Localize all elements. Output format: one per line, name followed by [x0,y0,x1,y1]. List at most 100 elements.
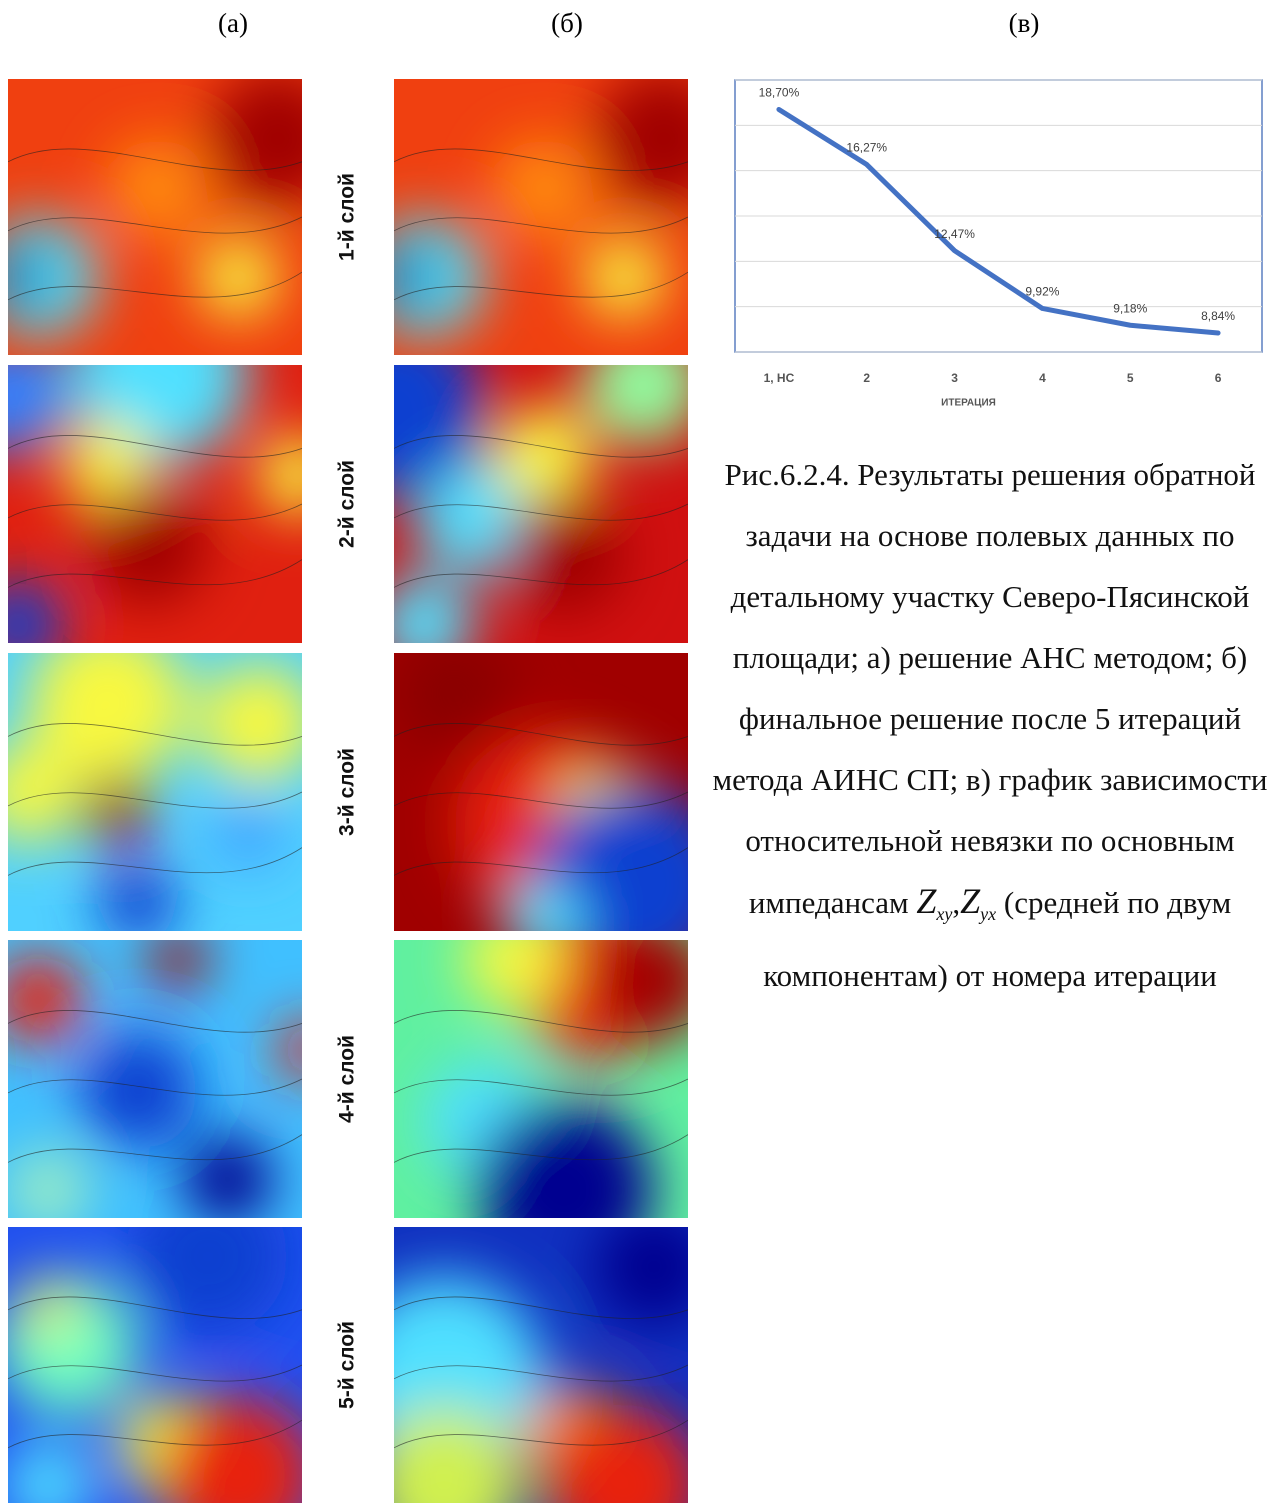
map-blob [584,237,664,318]
map-blob [394,365,484,495]
map-blobs [8,940,302,1218]
contour-line [394,1010,688,1033]
x-tick-label: 1, НС [764,371,795,385]
map-blobs [394,365,688,643]
map-blob [28,653,188,783]
panel-label: (а) [218,8,248,38]
map-blobs [8,1227,302,1503]
map-blob [394,575,474,643]
caption: Рис.6.2.4. Результаты решения обратной з… [712,444,1268,1006]
map-blob [8,365,68,455]
map-blobs [394,653,688,931]
map-blob [584,365,688,445]
map-blob [148,940,208,990]
subscript: yx [980,904,997,925]
contour-line [8,1419,302,1449]
contour-line [394,1364,688,1382]
map-blob [8,743,78,843]
x-tick-label: 6 [1215,371,1222,385]
x-tick-label: 4 [1039,371,1046,385]
map-blob [534,783,688,931]
map-blob [8,1150,88,1218]
contour-map [394,365,688,643]
map-blob [394,249,432,306]
map-blob [8,217,98,338]
x-tick-label: 2 [863,371,870,385]
map-blobs [394,79,688,338]
caption-text: (средней по двум компонентам) от номера … [763,885,1232,994]
x-axis-title: ИТЕРАЦИЯ [941,398,996,409]
contour-map [394,1227,688,1503]
contour-line [8,1296,302,1319]
separator: , [952,885,961,920]
map-blob [504,883,584,931]
map-blob [504,495,624,615]
contour-line [8,503,302,521]
map-blob [88,485,208,605]
map-blobs [8,79,302,338]
subscript: xy [936,904,953,925]
map-blob [464,940,564,1010]
contour-line [8,148,302,171]
contour-line [394,559,688,588]
value-label: 16,27% [846,141,887,155]
layer-label: 4-й слой [336,1035,359,1123]
map-blob [98,863,178,931]
map-blob [394,1405,524,1503]
map-blob [494,138,594,239]
map-blobs [8,653,302,931]
contour-line [394,723,688,746]
map-blob [198,663,302,783]
contour-map [8,940,302,1218]
contour-line [8,216,302,234]
contour-line [394,847,688,876]
map-blob [8,580,63,643]
map-blobs [424,940,688,1218]
map-blob [258,435,302,515]
value-label: 18,70% [759,86,800,100]
layer-label: 5-й слой [336,1321,359,1409]
contour-line [8,1010,302,1033]
map-blob [8,955,83,1045]
symbol: Z [916,881,937,921]
contour-line [394,1134,688,1163]
map-blob [8,1440,93,1503]
map-blob [108,138,208,239]
map-blob [8,249,46,306]
map-blob [474,1100,654,1218]
map-blob [63,420,153,510]
map-blob [158,1395,302,1503]
map-blobs [8,365,302,643]
contour-map [394,79,688,355]
map-blob [78,1030,198,1150]
panel-label: (б) [551,8,583,38]
contour-line [394,503,688,521]
contour-line [8,559,302,588]
contour-line [8,723,302,746]
map-blob [494,405,594,505]
value-label: 8,84% [1201,309,1235,323]
panel-label: (в) [1009,8,1040,38]
map-blob [83,778,153,848]
contour-map [8,1227,302,1503]
map-blobs [394,1227,688,1503]
value-label: 12,47% [934,227,975,241]
map-blob [183,1135,273,1218]
map-blob [544,1405,688,1503]
caption-text: Рис.6.2.4. Результаты решения обратной з… [712,457,1268,920]
contour-line [394,1078,688,1096]
contour-map [394,940,688,1218]
contour-line [8,1078,302,1096]
map-blob [394,653,514,753]
symbol: Z [960,881,981,921]
map-blob [18,1276,78,1337]
map-blob [208,79,302,209]
contour-map [8,365,302,643]
contour-line [394,1296,688,1319]
map-blob [213,798,283,868]
contour-line [394,216,688,234]
x-tick-label: 5 [1127,371,1134,385]
map-blob [128,1227,288,1337]
